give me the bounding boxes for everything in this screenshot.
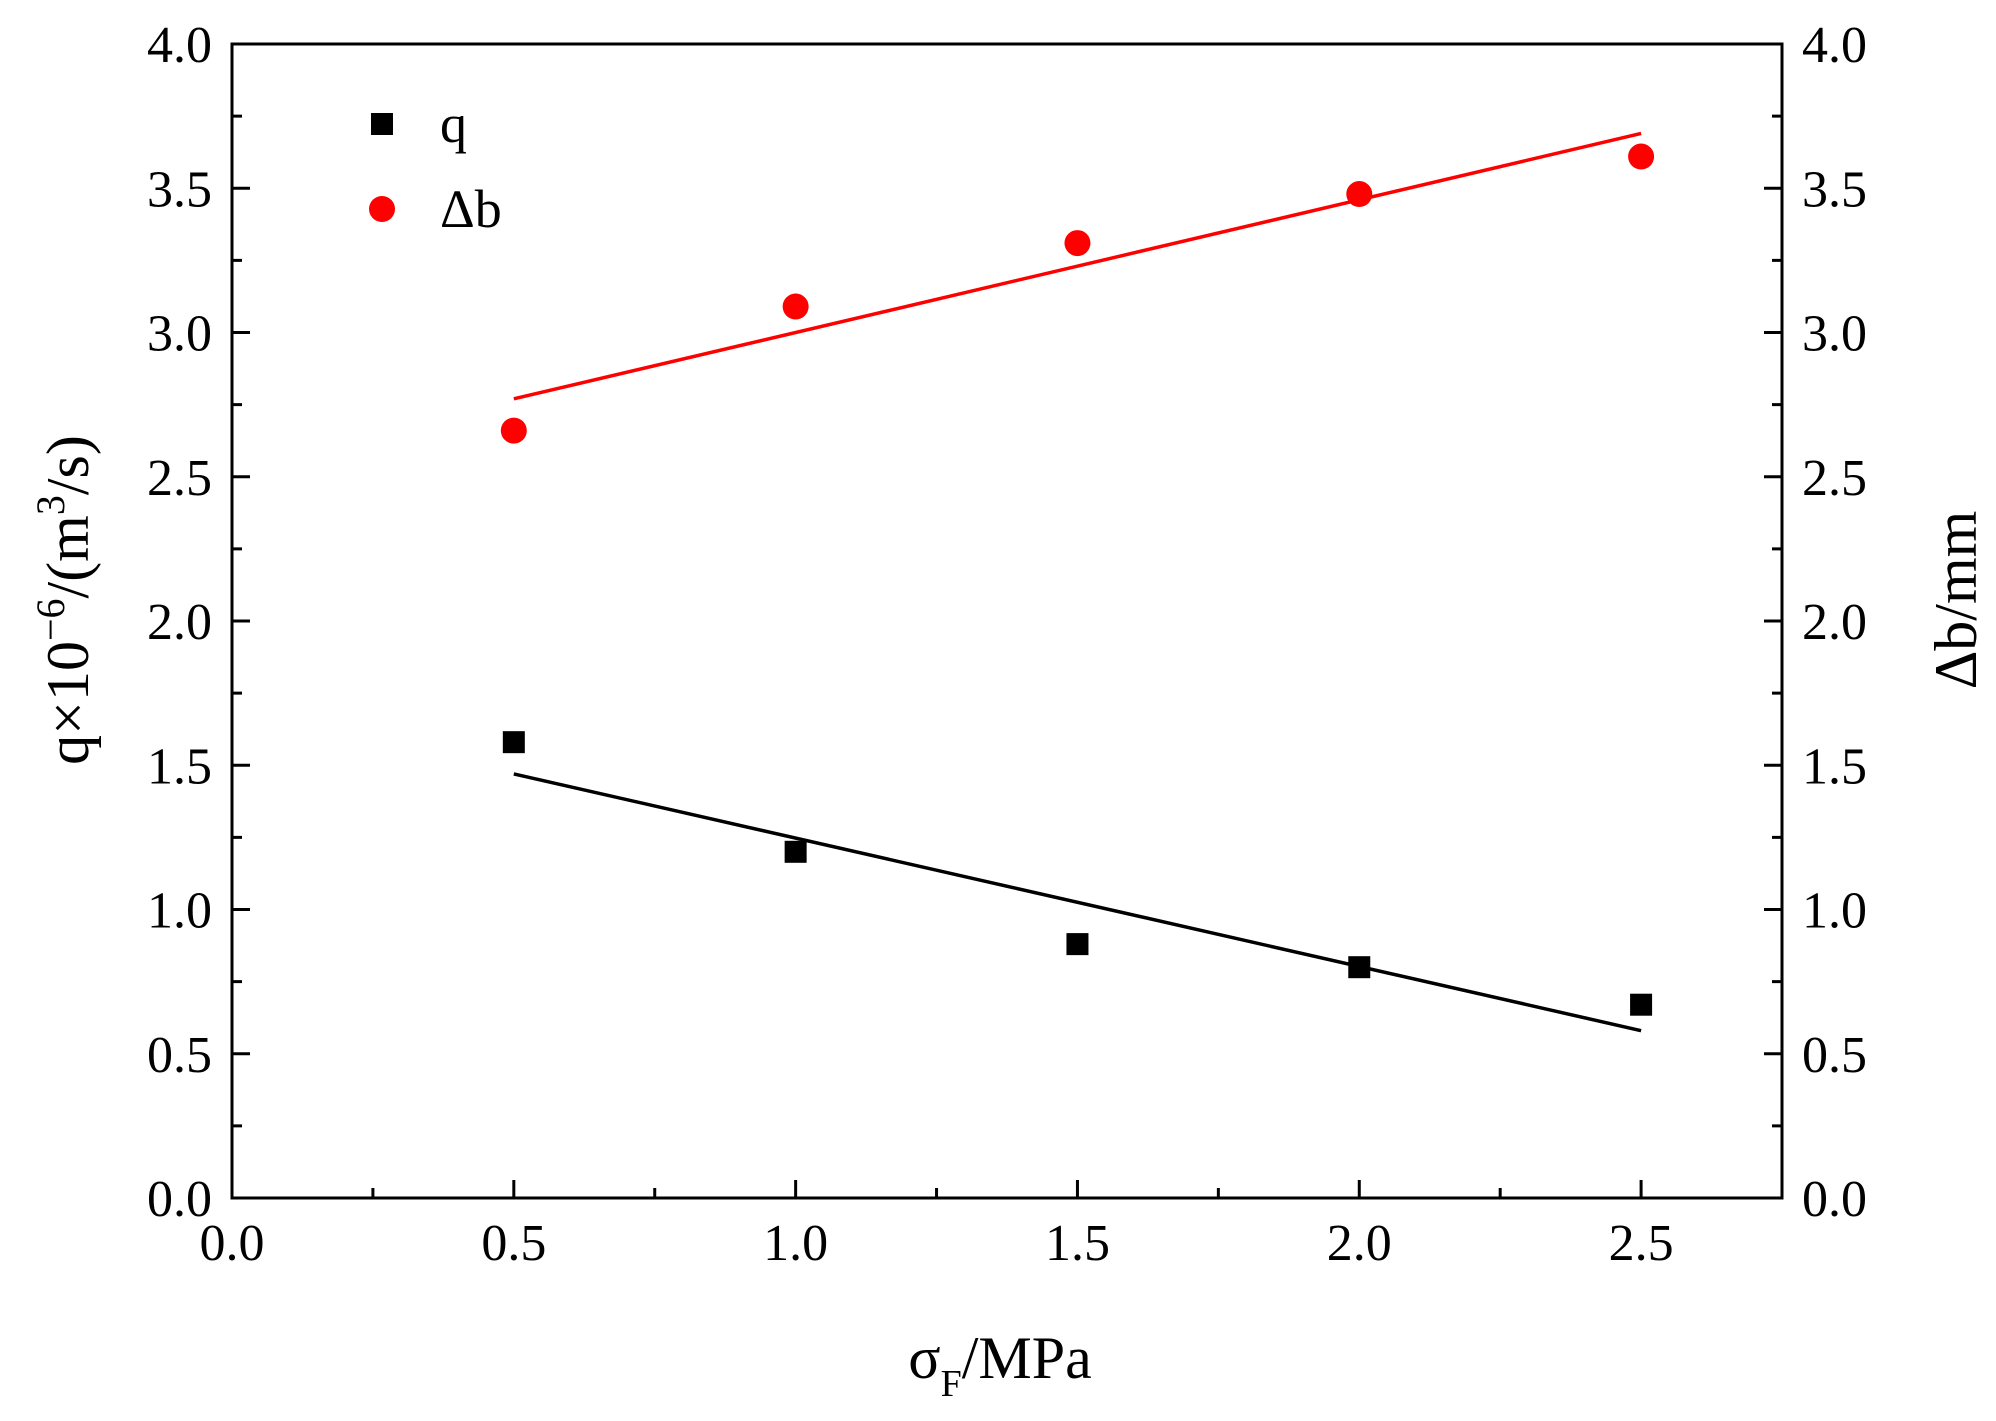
fit-lines: [513, 131, 1642, 1033]
legend-marker-q: [371, 113, 393, 135]
data-point-q: [1066, 933, 1089, 956]
y-left-tick-label: 2.0: [147, 594, 212, 651]
y-right-tick-label: 4.0: [1802, 17, 1867, 74]
legend-marker-db: [369, 196, 395, 222]
data-point-q: [502, 731, 525, 754]
axis-tick-labels: 0.0 0.5 1.0 1.5 2.0 2.5 0.0 0.5 1.0 1.5 2.0 2.5 3.0 3…: [147, 17, 1867, 1272]
x-tick-label: 0.5: [481, 1215, 546, 1272]
y-axis-left-title: q×10−6/(m3/s): [28, 435, 101, 765]
y-right-tick-label: 0.0: [1802, 1171, 1867, 1228]
data-point-db: [1064, 230, 1091, 257]
legend-label: Δb: [440, 179, 502, 239]
y-right-tick-label: 3.5: [1802, 161, 1867, 218]
data-point-db: [1346, 181, 1373, 208]
y-right-tick-label: 1.0: [1802, 883, 1867, 940]
data-point-db: [500, 417, 527, 444]
x-tick-label: 1.0: [763, 1215, 828, 1272]
y-axis-right-title: Δb/mm: [1923, 511, 1989, 690]
data-point-q: [1630, 993, 1653, 1016]
fit-line-q: [513, 772, 1642, 1033]
x-tick-label: 2.0: [1327, 1215, 1392, 1272]
y-left-tick-label: 4.0: [147, 17, 212, 74]
legend-label: q: [440, 94, 467, 154]
y-right-tick-label: 1.5: [1802, 738, 1867, 795]
y-right-tick-label: 2.5: [1802, 450, 1867, 507]
data-point-db: [782, 293, 809, 320]
data-points: [500, 143, 1655, 1016]
x-tick-label: 0.0: [200, 1215, 265, 1272]
y-left-tick-label: 0.0: [147, 1171, 212, 1228]
y-right-tick-label: 2.0: [1802, 594, 1867, 651]
data-point-db: [1628, 143, 1655, 170]
x-axis-title: σF/MPa: [908, 1325, 1092, 1405]
y-left-tick-label: 3.5: [147, 161, 212, 218]
data-point-q: [784, 840, 807, 863]
y-right-tick-label: 3.0: [1802, 306, 1867, 363]
y-left-tick-label: 0.5: [147, 1027, 212, 1084]
fit-line-db: [513, 131, 1642, 401]
x-tick-label: 1.5: [1045, 1215, 1110, 1272]
y-left-tick-label: 1.0: [147, 883, 212, 940]
y-left-tick-label: 2.5: [147, 450, 212, 507]
legend: q Δb: [369, 94, 502, 239]
y-left-tick-label: 1.5: [147, 738, 212, 795]
axis-ticks: [230, 42, 1782, 1200]
x-tick-label: 2.5: [1609, 1215, 1674, 1272]
data-point-q: [1348, 956, 1371, 979]
y-left-tick-label: 3.0: [147, 306, 212, 363]
y-right-tick-label: 0.5: [1802, 1027, 1867, 1084]
